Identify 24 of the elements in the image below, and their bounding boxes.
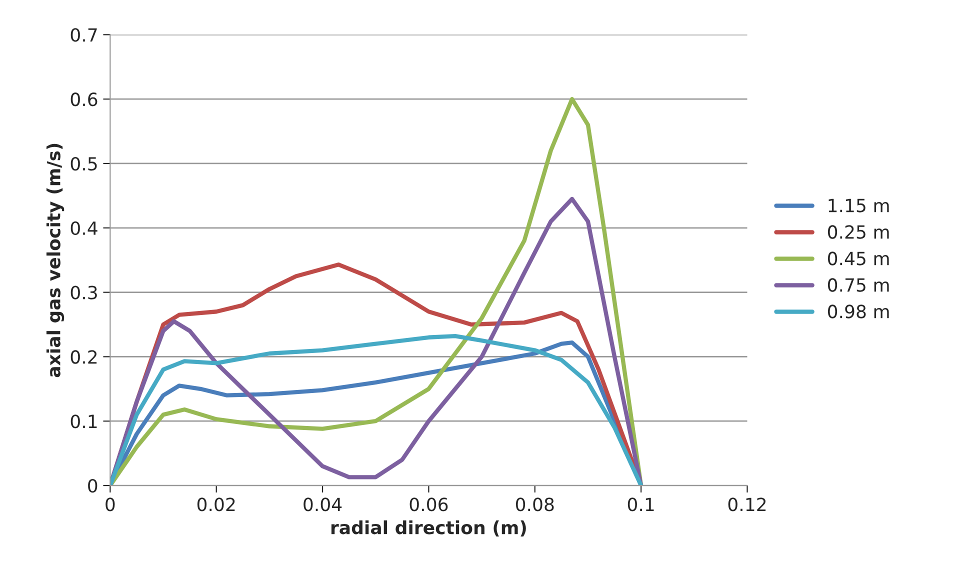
y-tick-label: 0.1: [70, 414, 97, 428]
y-tick-label: 0.2: [70, 350, 97, 364]
line-series: [110, 196, 644, 486]
legend-label: 0.98 m: [828, 304, 889, 318]
x-tick-label: 0.08: [516, 498, 554, 512]
x-tick-label: 0.12: [728, 498, 766, 512]
x-tick-label: 0.02: [197, 498, 235, 512]
x-tick-label: 0.04: [304, 498, 342, 512]
y-tick-label: 0: [88, 478, 98, 493]
y-tick-label: 0.4: [70, 221, 98, 236]
y-tick-label: 0.3: [70, 286, 97, 300]
x-axis-title: radial direction (m): [331, 520, 526, 536]
y-axis-title: axial gas velocity (m/s): [46, 144, 64, 378]
legend-label: 0.75 m: [828, 278, 889, 292]
legend-label: 1.15 m: [828, 198, 889, 212]
legend-label: 0.45 m: [828, 252, 889, 266]
x-tick-label: 0: [106, 498, 115, 512]
x-tick-label: 0.06: [410, 498, 448, 512]
y-tick-label: 0.6: [70, 92, 98, 106]
y-tick-label: 0.7: [70, 28, 97, 42]
y-tick-label: 0.5: [70, 156, 97, 171]
line-series: [110, 97, 644, 486]
x-tick-label: 0.1: [628, 498, 654, 512]
legend-label: 0.25 m: [828, 225, 889, 239]
